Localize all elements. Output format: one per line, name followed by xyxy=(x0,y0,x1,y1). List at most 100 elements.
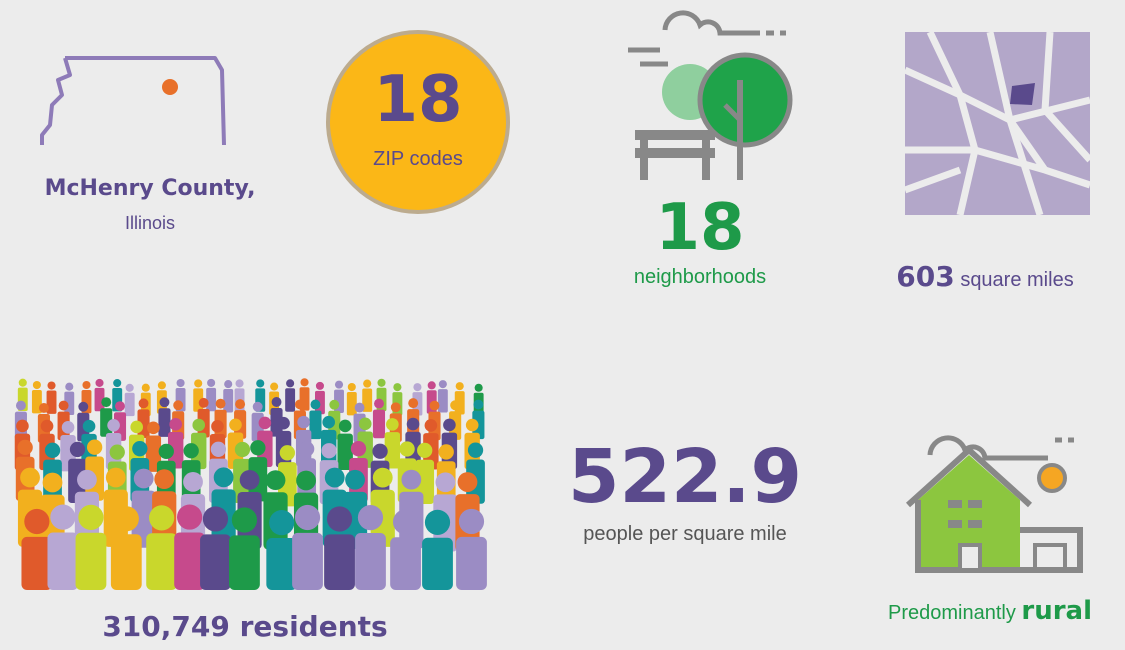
person xyxy=(115,401,125,412)
person xyxy=(32,380,41,390)
person xyxy=(329,399,340,410)
person xyxy=(358,417,372,431)
person xyxy=(15,400,26,411)
person xyxy=(20,467,40,488)
person xyxy=(21,536,53,590)
person xyxy=(338,419,352,433)
person xyxy=(86,439,103,455)
person xyxy=(82,380,91,390)
person xyxy=(252,401,263,412)
person xyxy=(24,508,50,535)
person xyxy=(239,469,260,490)
person xyxy=(256,379,265,388)
person xyxy=(158,443,174,460)
person xyxy=(296,470,316,491)
person xyxy=(101,397,112,408)
person xyxy=(457,472,478,492)
person xyxy=(347,382,356,392)
person xyxy=(362,388,373,412)
character-prefix: Predominantly xyxy=(887,602,1016,624)
person xyxy=(429,400,440,411)
person xyxy=(270,408,283,437)
person xyxy=(213,467,234,488)
person xyxy=(147,421,160,435)
person xyxy=(141,383,150,392)
person xyxy=(310,399,321,410)
person xyxy=(377,378,386,387)
zip-label: ZIP codes xyxy=(373,148,463,170)
person xyxy=(50,504,76,530)
person xyxy=(279,445,296,461)
person xyxy=(169,418,182,431)
person xyxy=(40,419,54,433)
person xyxy=(357,505,384,531)
person xyxy=(337,433,353,471)
person xyxy=(277,416,290,430)
person xyxy=(173,400,184,411)
person xyxy=(435,472,456,493)
person xyxy=(297,415,310,429)
person xyxy=(124,392,135,417)
person xyxy=(177,504,203,530)
person xyxy=(65,382,74,391)
person xyxy=(154,469,175,490)
person xyxy=(363,379,372,388)
person xyxy=(223,389,234,413)
person xyxy=(17,439,33,456)
person xyxy=(234,441,251,458)
person xyxy=(183,443,199,459)
person xyxy=(372,409,386,439)
map-icon xyxy=(903,30,1093,217)
person xyxy=(269,510,295,536)
person xyxy=(149,505,175,531)
location-dot xyxy=(162,79,178,95)
person xyxy=(215,398,226,409)
person xyxy=(159,397,170,408)
person xyxy=(61,421,75,434)
density-label: people per square mile xyxy=(583,523,787,545)
person xyxy=(157,381,166,390)
person xyxy=(465,418,479,432)
person xyxy=(334,380,344,389)
person xyxy=(46,390,57,414)
zip-circle xyxy=(326,30,510,214)
person xyxy=(285,388,296,412)
person xyxy=(467,442,484,458)
person xyxy=(131,490,156,548)
person xyxy=(424,419,438,432)
person xyxy=(408,398,419,409)
person xyxy=(211,420,224,433)
person xyxy=(75,532,107,590)
person xyxy=(110,534,142,590)
county-name: McHenry County, xyxy=(44,176,256,201)
person xyxy=(384,432,401,469)
person xyxy=(422,537,453,590)
person xyxy=(326,506,353,532)
person xyxy=(250,440,266,456)
person xyxy=(192,418,206,432)
person xyxy=(294,504,321,531)
person xyxy=(450,400,461,411)
person xyxy=(206,387,217,412)
residents: 310,749 residents xyxy=(102,610,388,643)
person xyxy=(346,391,357,416)
person xyxy=(372,443,388,459)
person xyxy=(16,419,29,433)
person xyxy=(438,380,447,389)
person xyxy=(413,383,422,392)
neighborhood-number: 18 xyxy=(655,191,745,265)
person xyxy=(105,467,126,488)
person xyxy=(210,441,227,457)
person xyxy=(82,419,96,433)
person xyxy=(174,532,206,590)
person xyxy=(229,535,260,590)
person xyxy=(265,470,286,491)
person xyxy=(401,469,422,490)
person xyxy=(18,378,27,387)
person xyxy=(130,420,143,434)
person xyxy=(455,382,464,391)
person xyxy=(38,402,49,413)
person xyxy=(474,383,483,392)
person xyxy=(109,444,125,460)
